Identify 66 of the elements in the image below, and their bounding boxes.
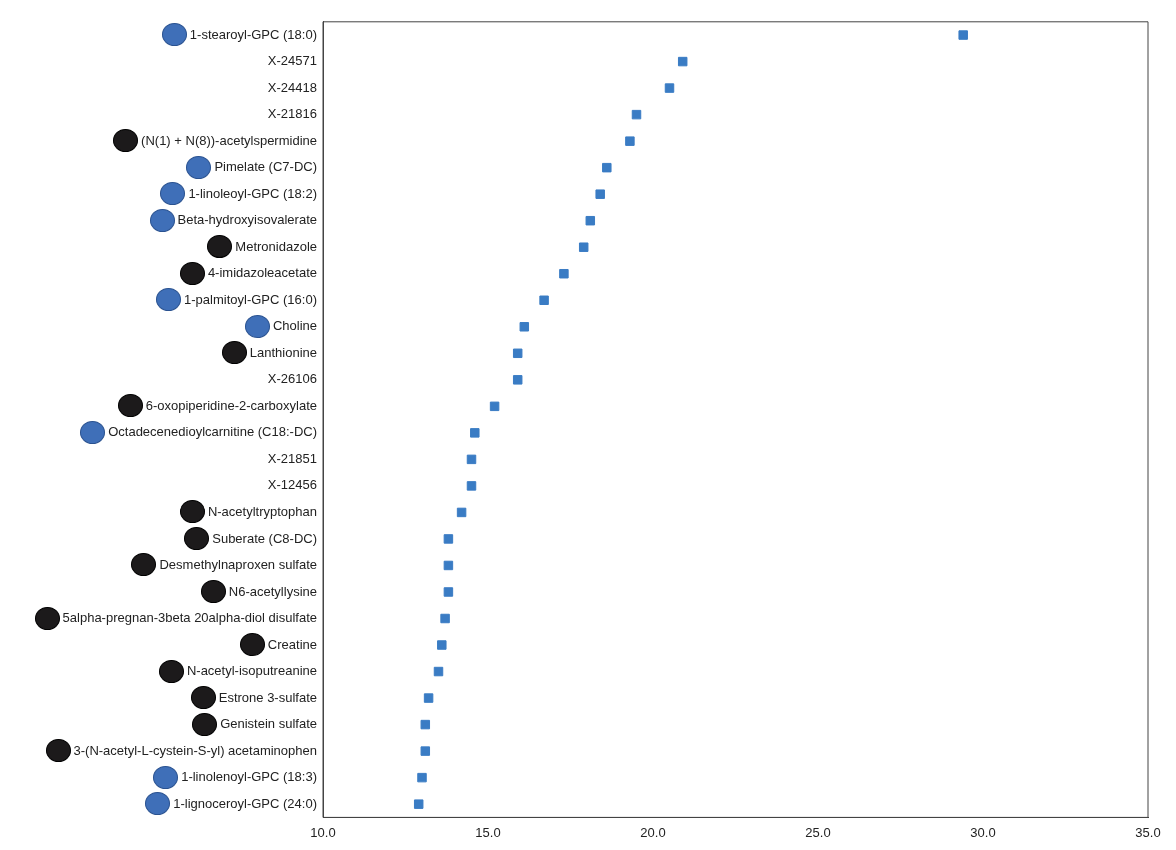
point [664,83,675,93]
point [559,269,569,279]
y-tick-label: X-12456 [267,477,317,493]
y-tick-label: 4-imidazoleacetate [207,265,317,281]
point [466,481,477,491]
y-tick-label: Genistein sulfate [220,716,317,732]
point [539,295,549,305]
point [443,587,454,597]
y-tick-label: Suberate (C8-DC) [212,530,317,546]
y-tick-label: Beta-hydroxyisovalerate [177,212,317,228]
point [631,109,642,120]
point [433,666,444,677]
y-tick-label: X-24418 [267,79,317,95]
y-tick-label: Creatine [267,636,317,652]
point [512,375,523,385]
point [443,534,454,544]
point [466,454,477,465]
point [625,136,635,146]
y-tick-label: X-24571 [267,53,317,69]
y-tick-label: N6-acetyllysine [228,583,317,599]
y-tick-label: X-21816 [267,106,317,122]
y-tick-label: 1-stearoyl-GPC (18:0) [189,26,317,42]
x-tick-label: 25.0 [805,824,831,840]
x-tick-label: 15.0 [475,824,501,840]
y-tick-label: N-acetyltryptophan [207,504,317,519]
y-tick-label: Octadecenedioylcarnitine (C18:-DC) [108,424,317,440]
point [420,719,431,730]
point [470,428,480,438]
y-tick-label: (N(1) + N(8))-acetylspermidine [141,132,317,148]
y-tick-label: 3-(N-acetyl-L-cystein-S-yl) acetaminophen [73,742,317,758]
y-tick-label: Desmethylnaproxen sulfate [159,557,317,573]
point [512,348,523,359]
x-tick-label: 35.0 [1135,824,1161,840]
point [413,799,424,809]
point [602,162,612,173]
x-tick-label: 20.0 [640,824,666,840]
point [489,401,500,412]
point [578,242,589,252]
y-tick-label: N-acetyl-isoputreanine [186,663,317,679]
y-tick-label: 1-linolenoyl-GPC (18:3) [181,769,317,785]
y-tick-label: Lanthionine [249,344,317,360]
point [423,693,434,703]
x-tick-label: 10.0 [310,824,336,840]
point [443,560,454,571]
point [595,189,605,199]
point [677,56,688,67]
y-tick-label: Pimelate (C7-DC) [214,159,317,175]
point [585,215,596,226]
point [958,30,968,40]
point [440,613,450,624]
y-tick-label: 6-oxopiperidine-2-carboxylate [145,397,317,413]
y-tick-label: 5alpha-pregnan-3beta 20alpha-diol disulfate [62,610,317,626]
point [456,507,467,518]
y-tick-label: Choline [272,318,317,334]
point [420,746,431,756]
y-tick-label: 1-palmitoyl-GPC (16:0) [184,291,317,307]
point [417,772,427,783]
y-tick-label: Estrone 3-sulfate [218,689,317,705]
y-tick-label: Metronidazole [235,238,317,254]
point [437,640,447,650]
y-tick-label: X-21851 [267,450,317,466]
y-tick-label: X-26106 [267,371,317,387]
y-tick-label: 1-lignoceroyl-GPC (24:0) [173,795,317,811]
point [519,322,530,332]
y-tick-label: 1-linoleoyl-GPC (18:2) [188,185,317,201]
x-tick-label: 30.0 [970,824,996,840]
